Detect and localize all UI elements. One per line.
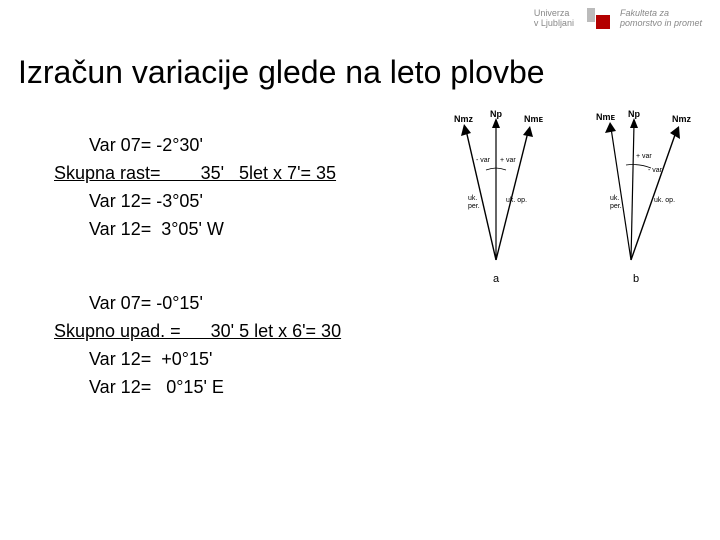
fac-line2: pomorstvo in promet xyxy=(620,19,702,29)
university-logo-icon xyxy=(584,8,610,30)
university-name: Univerza v Ljubljani xyxy=(534,9,574,29)
calc1-line3: Var 12= -3°05' xyxy=(54,188,336,216)
calc1-line1: Var 07= -2°30' xyxy=(54,132,336,160)
svg-text:per.: per. xyxy=(610,203,622,210)
label-ukop-a: uk. op. xyxy=(506,197,527,204)
univ-line2: v Ljubljani xyxy=(534,19,574,29)
label-nmz-a: Nmᴢ xyxy=(454,114,474,124)
variation-diagrams: Np Nmᴢ Nmᴇ - var + var uk. per. uk. op. … xyxy=(426,110,706,290)
label-nmz-b: Nmᴢ xyxy=(672,114,692,124)
label-negvar-a: - var xyxy=(476,157,491,164)
calculation-block-2: Var 07= -0°15' Skupno upad. = 30' 5 let … xyxy=(54,290,341,402)
diagram-a: Np Nmᴢ Nmᴇ - var + var uk. per. uk. op. … xyxy=(454,110,544,285)
slide-title: Izračun variacije glede na leto plovbe xyxy=(18,54,545,91)
institution-header: Univerza v Ljubljani Fakulteta za pomors… xyxy=(534,8,702,30)
svg-text:uk.: uk. xyxy=(610,195,619,202)
label-np-b: Np xyxy=(628,110,640,119)
label-posvar-b: + var xyxy=(636,153,652,160)
caption-a: a xyxy=(493,273,500,285)
calc2-line3: Var 12= +0°15' xyxy=(54,346,341,374)
calc1-line4: Var 12= 3°05' W xyxy=(54,216,336,244)
diagram-b: Nmᴇ Np Nmᴢ + var - var uk. op. uk. per. … xyxy=(596,110,692,285)
label-nme-b: Nmᴇ xyxy=(596,112,616,122)
label-ukper-a: uk. xyxy=(468,195,477,202)
calc1-line2: Skupna rast= 35' 5let x 7'= 35 xyxy=(54,160,336,188)
caption-b: b xyxy=(633,273,639,285)
label-nme-a: Nmᴇ xyxy=(524,114,544,124)
label-posvar-a: + var xyxy=(500,157,516,164)
label-np-a: Np xyxy=(490,110,502,119)
label-ukop-b: uk. op. xyxy=(654,197,675,204)
calc2-line4: Var 12= 0°15' E xyxy=(54,374,341,402)
faculty-name: Fakulteta za pomorstvo in promet xyxy=(620,9,702,29)
label-negvar-b: - var xyxy=(648,167,663,174)
calculation-block-1: Var 07= -2°30' Skupna rast= 35' 5let x 7… xyxy=(54,132,336,244)
calc2-line1: Var 07= -0°15' xyxy=(54,290,341,318)
svg-text:per.: per. xyxy=(468,203,480,210)
calc2-line2: Skupno upad. = 30' 5 let x 6'= 30 xyxy=(54,318,341,346)
